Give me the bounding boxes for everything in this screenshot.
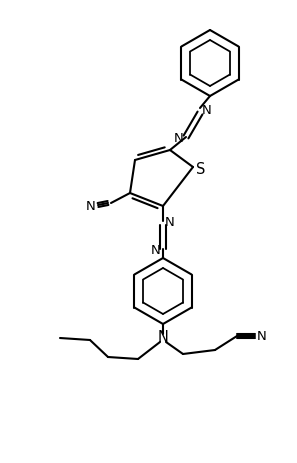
Text: N: N bbox=[202, 105, 212, 118]
Text: N: N bbox=[158, 330, 168, 344]
Text: N: N bbox=[151, 244, 161, 257]
Text: S: S bbox=[196, 162, 206, 176]
Text: N: N bbox=[257, 330, 267, 343]
Text: N: N bbox=[86, 200, 96, 213]
Text: N: N bbox=[165, 217, 175, 230]
Text: N: N bbox=[174, 132, 184, 145]
